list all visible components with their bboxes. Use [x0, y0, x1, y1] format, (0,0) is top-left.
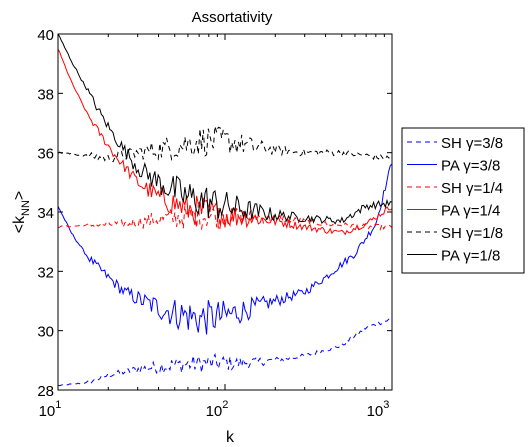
- legend-label: SH γ=1/8: [441, 225, 503, 242]
- legend-label: PA γ=1/4: [441, 203, 500, 220]
- y-tick-label: 28: [37, 383, 54, 400]
- legend-items: SH γ=3/8 PA γ=3/8 SH γ=1/4 PA γ=1/4 SH γ=1/8…: [407, 135, 503, 265]
- x-tick-exp: 2: [222, 399, 228, 411]
- x-tick-label: 101: [39, 399, 62, 420]
- series-layer: [57, 33, 393, 387]
- series-line: [57, 318, 393, 387]
- x-tick-base: 10: [206, 403, 223, 420]
- series-line: [57, 33, 393, 225]
- x-tick-label: 103: [367, 399, 390, 420]
- x-tick-base: 10: [39, 403, 56, 420]
- y-tick-label: 36: [37, 146, 54, 163]
- legend-label: PA γ=3/8: [441, 158, 500, 175]
- x-tick-label: 102: [206, 399, 229, 420]
- y-tick-label: 34: [37, 205, 54, 222]
- series-line: [57, 48, 393, 236]
- y-tick-label: 32: [37, 264, 54, 281]
- y-tick-label: 40: [37, 27, 54, 44]
- legend-label: SH γ=3/8: [441, 135, 503, 152]
- x-tick-base: 10: [367, 403, 384, 420]
- legend-label: PA γ=1/8: [441, 248, 500, 265]
- x-tick-exp: 1: [55, 399, 61, 411]
- x-axis-label: k: [226, 429, 235, 446]
- plot-area: [58, 34, 392, 390]
- chart-title: Assortativity: [192, 9, 273, 26]
- y-axis-label-close: >: [11, 191, 28, 200]
- legend-label: SH γ=1/4: [441, 180, 503, 197]
- legend-box: [401, 127, 525, 274]
- x-tick-exp: 3: [383, 399, 389, 411]
- y-axis-label-sub: NN: [20, 200, 32, 216]
- y-tick-label: 30: [37, 324, 54, 341]
- series-line: [57, 125, 393, 163]
- y-tick-label: 38: [37, 86, 54, 103]
- y-axis-label: <kNN>: [11, 191, 32, 234]
- y-axis-label-main: <k: [11, 215, 28, 233]
- series-line: [57, 163, 393, 335]
- legend: SH γ=3/8 PA γ=3/8 SH γ=1/4 PA γ=1/4 SH γ=1/8…: [401, 127, 525, 274]
